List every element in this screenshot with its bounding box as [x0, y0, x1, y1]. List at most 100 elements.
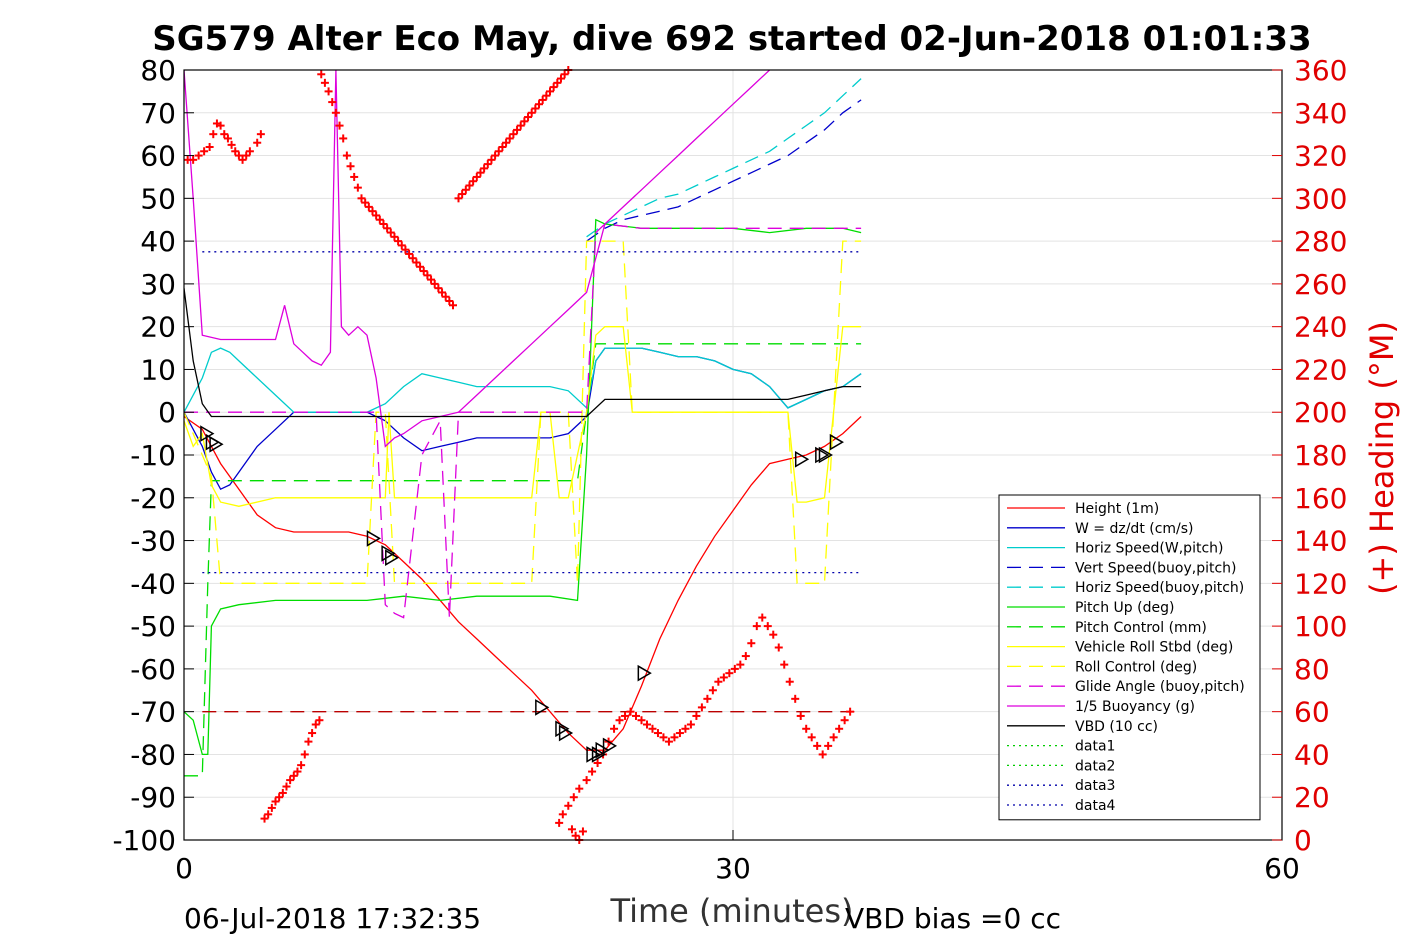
heading-point — [278, 788, 287, 797]
right-axis-label: (+) Heading (°M) — [1363, 321, 1401, 595]
heading-point — [383, 224, 392, 233]
heading-point — [386, 228, 395, 237]
heading-point — [553, 78, 562, 87]
heading-point — [350, 172, 359, 181]
heading-point — [419, 267, 428, 276]
y-tick-label: -50 — [130, 610, 176, 643]
heading-point — [308, 729, 317, 738]
heading-point — [763, 622, 772, 631]
heading-point — [304, 737, 313, 746]
legend-label: Horiz Speed(W,pitch) — [1075, 541, 1223, 557]
heading-point — [357, 194, 366, 203]
heading-point — [317, 70, 326, 79]
right-tick-label: 160 — [1294, 482, 1347, 515]
heading-point — [692, 711, 701, 720]
series-line-7 — [184, 326, 862, 507]
heading-point — [670, 733, 679, 742]
legend-label: data2 — [1075, 758, 1115, 774]
heading-point — [697, 703, 706, 712]
legend-box — [998, 494, 1261, 821]
heading-point — [513, 125, 522, 134]
heading-point — [520, 117, 529, 126]
heading-point — [556, 74, 565, 83]
legend-label: W = dz/dt (cm/s) — [1075, 521, 1194, 537]
heading-point — [311, 720, 320, 729]
heading-point — [454, 194, 463, 203]
ticks-layer: 80706050403020100-10-20-30-40-50-60-70-8… — [112, 54, 1347, 885]
heading-point — [423, 271, 432, 280]
triangle-markers-layer — [200, 425, 844, 763]
heading-point — [840, 716, 849, 725]
heading-point — [328, 98, 337, 107]
heading-point — [438, 288, 447, 297]
heading-point — [445, 297, 454, 305]
legend-label: 1/5 Buoyancy (g) — [1075, 699, 1195, 715]
heading-point — [335, 121, 344, 130]
triangle-marker — [366, 530, 381, 547]
right-tick-label: 360 — [1294, 54, 1347, 87]
heading-point — [286, 776, 295, 785]
legend-label: Height (1m) — [1075, 501, 1159, 517]
right-tick-label: 20 — [1294, 781, 1330, 814]
heading-point — [293, 767, 302, 776]
heading-point — [542, 91, 551, 100]
heading-point — [390, 232, 399, 241]
heading-point — [703, 694, 712, 703]
heading-point — [480, 164, 489, 173]
heading-point — [476, 168, 485, 177]
triangle-marker — [558, 724, 574, 742]
heading-point — [588, 767, 597, 776]
heading-point — [578, 827, 587, 836]
heading-point — [408, 254, 417, 263]
series-line-4 — [586, 78, 862, 238]
heading-points-layer — [183, 66, 855, 844]
heading-point — [824, 741, 833, 750]
heading-point — [346, 162, 355, 171]
y-tick-label: -100 — [112, 824, 176, 857]
heading-point — [785, 677, 794, 686]
heading-point — [813, 741, 822, 750]
heading-point — [405, 249, 414, 258]
heading-point — [331, 108, 340, 117]
right-tick-label: 340 — [1294, 97, 1347, 130]
heading-point — [615, 716, 624, 725]
heading-point — [642, 720, 651, 729]
heading-point — [372, 211, 381, 220]
heading-point — [752, 622, 761, 631]
heading-point — [238, 155, 247, 164]
heading-point — [469, 177, 478, 186]
heading-point — [275, 793, 284, 802]
chart-title: SG579 Alter Eco May, dive 692 started 02… — [152, 19, 1311, 59]
y-tick-label: -40 — [130, 567, 176, 600]
right-tick-label: 0 — [1294, 824, 1312, 857]
heading-point — [575, 784, 584, 793]
heading-point — [234, 151, 243, 160]
y-tick-label: 10 — [140, 353, 176, 386]
right-tick-label: 300 — [1294, 182, 1347, 215]
heading-point — [498, 143, 507, 151]
heading-point — [256, 130, 265, 139]
right-tick-label: 140 — [1294, 525, 1347, 558]
heading-point — [194, 151, 203, 160]
heading-point — [659, 733, 668, 742]
right-tick-label: 320 — [1294, 140, 1347, 173]
heading-point — [260, 814, 269, 823]
legend-label: Vehicle Roll Stbd (deg) — [1075, 640, 1233, 656]
heading-point — [741, 652, 750, 661]
legend-label: data4 — [1075, 798, 1116, 814]
triangle-marker — [602, 737, 618, 755]
heading-point — [289, 771, 298, 780]
series-line-5 — [184, 218, 862, 756]
heading-point — [487, 155, 496, 164]
heading-point — [807, 733, 816, 742]
heading-point — [200, 147, 209, 156]
right-tick-label: 200 — [1294, 396, 1347, 429]
heading-point — [483, 160, 492, 169]
y-tick-label: 30 — [140, 268, 176, 301]
heading-point — [353, 183, 362, 192]
heading-point — [571, 831, 580, 840]
heading-point — [527, 108, 536, 117]
heading-point — [610, 724, 619, 733]
legend-label: Roll Control (deg) — [1075, 659, 1197, 675]
